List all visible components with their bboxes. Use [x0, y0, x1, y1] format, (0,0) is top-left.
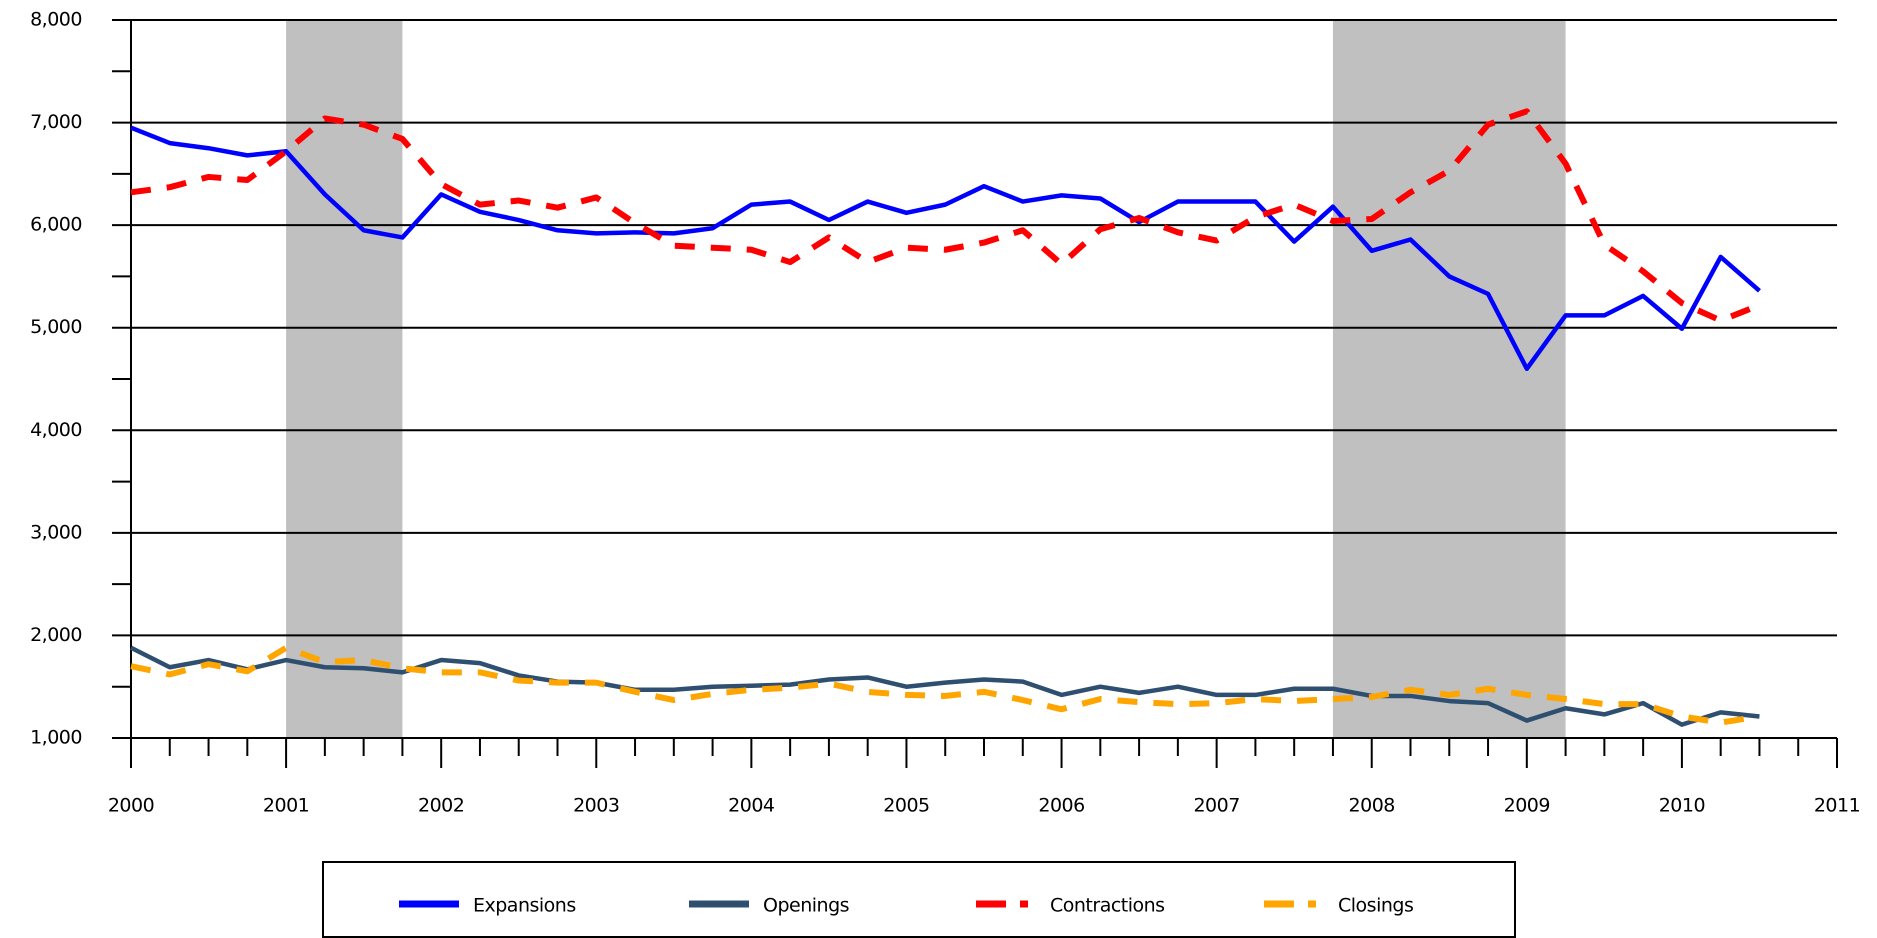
recession-shade: [286, 20, 403, 738]
y-tick-label: 3,000: [30, 521, 82, 543]
y-tick-label: 5,000: [30, 316, 82, 338]
y-tick-label: 7,000: [30, 111, 82, 133]
x-tick-label: 2002: [418, 795, 464, 817]
y-tick-label: 1,000: [30, 727, 82, 749]
legend: Expansions Openings Contractions Closings: [322, 861, 1516, 938]
legend-box: [322, 861, 1516, 938]
legend-label: Contractions: [1050, 895, 1165, 917]
y-tick-label: 8,000: [30, 9, 82, 31]
x-tick-label: 2010: [1659, 795, 1705, 817]
recession-shade: [1332, 20, 1566, 738]
legend-label: Closings: [1338, 895, 1413, 917]
series-line: [129, 645, 1760, 727]
x-tick-label: 2001: [263, 795, 309, 817]
legend-label: Openings: [763, 895, 849, 917]
y-tick-label: 6,000: [30, 214, 82, 236]
series-line: [130, 125, 1761, 371]
x-tick-label: 2007: [1193, 795, 1239, 817]
y-tick-label: 4,000: [30, 419, 82, 441]
x-tick-label: 2000: [108, 795, 154, 817]
series-line: [130, 108, 1761, 324]
x-tick-label: 2003: [573, 795, 619, 817]
x-tick-label: 2005: [883, 795, 929, 817]
series-line: [130, 644, 1760, 726]
x-tick-label: 2009: [1504, 795, 1550, 817]
x-tick-label: 2008: [1349, 795, 1395, 817]
y-tick-label: 2,000: [30, 624, 82, 646]
legend-label: Expansions: [473, 895, 576, 917]
x-tick-label: 2006: [1038, 795, 1084, 817]
x-tick-label: 2011: [1814, 795, 1860, 817]
x-tick-label: 2004: [728, 795, 775, 817]
